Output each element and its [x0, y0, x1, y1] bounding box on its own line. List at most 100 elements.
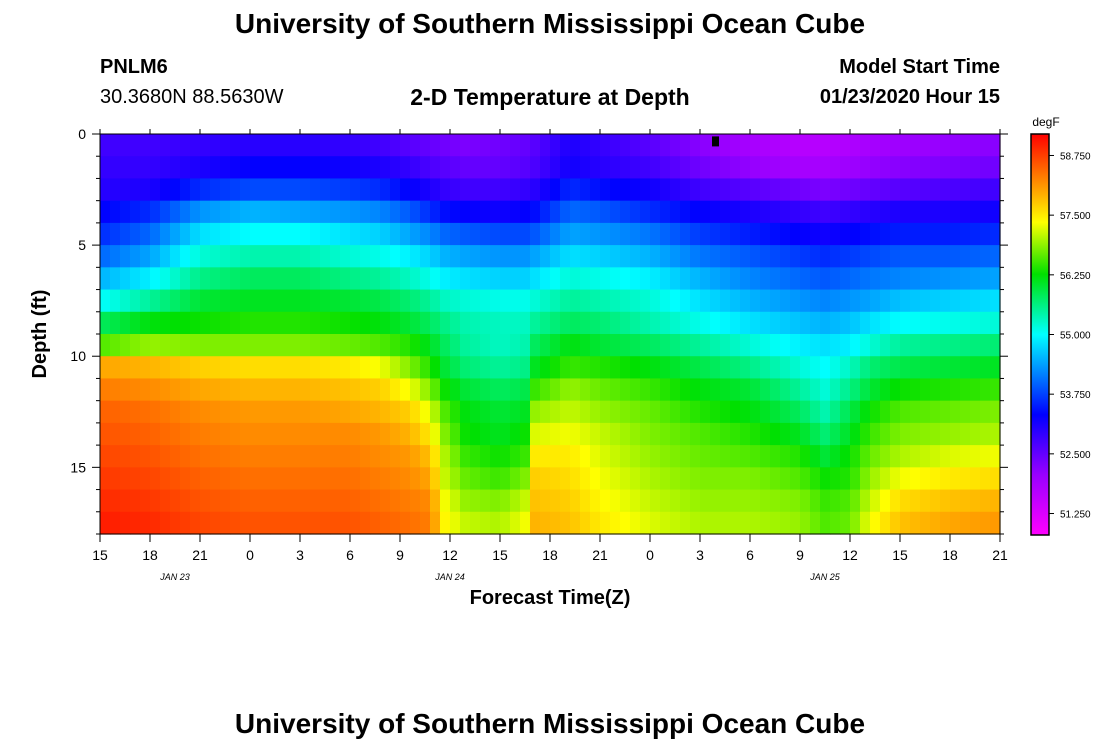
heatmap-cell	[210, 467, 221, 491]
heatmap-cell	[740, 134, 751, 157]
heatmap-cell	[980, 178, 991, 202]
heatmap-cell	[530, 356, 541, 380]
heatmap-cell	[450, 356, 461, 380]
heatmap-cell	[310, 445, 321, 468]
heatmap-cell	[870, 467, 881, 491]
heatmap-cell	[660, 245, 671, 268]
heatmap-cell	[790, 400, 801, 424]
heatmap-cell	[820, 489, 831, 513]
heatmap-cell	[640, 134, 651, 157]
heatmap-cell	[790, 267, 801, 291]
heatmap-cell	[310, 467, 321, 491]
heatmap-cell	[540, 178, 551, 202]
heatmap-cell	[930, 400, 941, 424]
heatmap-cell	[790, 489, 801, 513]
heatmap-cell	[110, 289, 121, 313]
heatmap-cell	[970, 467, 981, 491]
heatmap-cell	[450, 311, 461, 335]
heatmap-cell	[780, 289, 791, 313]
heatmap-cell	[380, 178, 391, 202]
heatmap-cell	[830, 200, 841, 224]
heatmap-cell	[190, 134, 201, 157]
heatmap-cell	[720, 511, 731, 535]
heatmap-cell	[510, 222, 521, 246]
heatmap-cell	[550, 400, 561, 424]
heatmap-cell	[540, 222, 551, 246]
heatmap-cell	[280, 134, 291, 157]
heatmap-cell	[280, 267, 291, 291]
heatmap-cell	[680, 134, 691, 157]
heatmap-cell	[100, 511, 111, 535]
heatmap-cell	[480, 334, 491, 357]
heatmap-cell	[770, 289, 781, 313]
heatmap-cell	[310, 267, 321, 291]
heatmap-cell	[580, 289, 591, 313]
heatmap-cell	[700, 289, 711, 313]
heatmap-cell	[610, 334, 621, 357]
heatmap-cell	[510, 334, 521, 357]
heatmap-cell	[220, 422, 231, 446]
heatmap-cell	[140, 378, 151, 402]
heatmap-cell	[730, 245, 741, 268]
heatmap-cell	[290, 178, 301, 202]
heatmap-cell	[720, 467, 731, 491]
heatmap-cell	[430, 445, 441, 468]
heatmap-cell	[650, 222, 661, 246]
heatmap-cell	[450, 156, 461, 180]
heatmap-cell	[840, 267, 851, 291]
heatmap-cell	[230, 311, 241, 335]
heatmap-cell	[320, 289, 331, 313]
heatmap-cell	[540, 378, 551, 402]
heatmap-cell	[990, 267, 1001, 291]
heatmap-cell	[180, 356, 191, 380]
heatmap-cell	[400, 445, 411, 468]
heatmap-cell	[430, 289, 441, 313]
heatmap-cell	[930, 334, 941, 357]
heatmap-cell	[730, 489, 741, 513]
heatmap-cell	[930, 489, 941, 513]
heatmap-cell	[590, 356, 601, 380]
heatmap-cell	[910, 445, 921, 468]
heatmap-cell	[200, 156, 211, 180]
colorbar-tick-label: 57.500	[1060, 211, 1091, 222]
heatmap-cell	[230, 156, 241, 180]
heatmap-cell	[780, 245, 791, 268]
heatmap-cell	[110, 245, 121, 268]
heatmap-cell	[970, 245, 981, 268]
x-tick-label: 6	[746, 547, 754, 563]
heatmap-cell	[570, 511, 581, 535]
heatmap-cell	[620, 200, 631, 224]
heatmap-cell	[920, 222, 931, 246]
heatmap-cell	[750, 178, 761, 202]
heatmap-cell	[790, 245, 801, 268]
heatmap-cell	[490, 267, 501, 291]
heatmap-cell	[680, 222, 691, 246]
heatmap-cell	[230, 422, 241, 446]
heatmap-cell	[630, 311, 641, 335]
heatmap-cell	[780, 378, 791, 402]
heatmap-cell	[860, 400, 871, 424]
heatmap-cell	[630, 222, 641, 246]
heatmap-cell	[230, 267, 241, 291]
heatmap-cell	[280, 400, 291, 424]
heatmap-cell	[450, 134, 461, 157]
heatmap-cell	[850, 422, 861, 446]
heatmap-cell	[900, 445, 911, 468]
heatmap-cell	[160, 311, 171, 335]
heatmap-cell	[800, 511, 811, 535]
heatmap-cell	[360, 311, 371, 335]
heatmap-cell	[120, 378, 131, 402]
heatmap-cell	[470, 511, 481, 535]
heatmap-cell	[930, 156, 941, 180]
heatmap-cell	[690, 156, 701, 180]
heatmap-cell	[270, 467, 281, 491]
heatmap-cell	[200, 378, 211, 402]
heatmap-cell	[870, 267, 881, 291]
heatmap-cell	[590, 422, 601, 446]
heatmap-cell	[840, 489, 851, 513]
heatmap-cell	[350, 422, 361, 446]
heatmap-cell	[790, 289, 801, 313]
heatmap-cell	[800, 178, 811, 202]
heatmap-cell	[230, 467, 241, 491]
heatmap-cell	[290, 311, 301, 335]
